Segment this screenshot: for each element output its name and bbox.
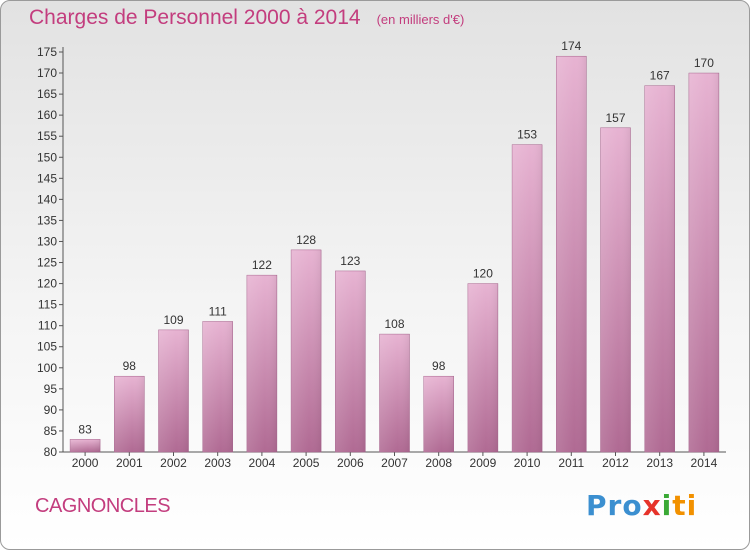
x-tick-label-2011: 2011 <box>558 456 584 470</box>
bar-shine-2005 <box>291 249 322 452</box>
chart-title-text: Charges de Personnel 2000 à 2014 <box>29 6 361 29</box>
y-tick-label: 95 <box>44 382 58 396</box>
data-label-2014: 170 <box>694 56 714 70</box>
logo-part-2: x <box>642 489 662 522</box>
y-tick-label: 100 <box>37 361 57 375</box>
proxiti-logo: Proxiti <box>586 489 697 522</box>
chart-subtitle: (en milliers d'€) <box>376 12 465 27</box>
chart-title: Charges de Personnel 2000 à 2014 (en mill… <box>29 6 464 30</box>
y-tick-label: 135 <box>37 213 57 227</box>
x-tick-label-2001: 2001 <box>116 456 143 470</box>
y-tick-label: 90 <box>44 403 58 417</box>
x-tick-label-2008: 2008 <box>425 456 452 470</box>
bar-shine-2007 <box>379 334 410 452</box>
bar-shine-2011 <box>556 56 587 453</box>
data-label-2000: 83 <box>78 422 92 436</box>
x-tick-label-2010: 2010 <box>514 456 541 470</box>
x-tick-label-2012: 2012 <box>602 456 629 470</box>
bar-shine-2014 <box>688 73 719 452</box>
data-label-2001: 98 <box>123 359 137 373</box>
data-label-2006: 123 <box>340 254 360 268</box>
data-label-2007: 108 <box>384 317 404 331</box>
y-tick-label: 105 <box>37 340 57 354</box>
bar-shine-2004 <box>246 275 277 452</box>
y-tick-label: 150 <box>37 150 57 164</box>
y-tick-label: 125 <box>37 256 57 270</box>
bar-shine-2006 <box>335 270 366 452</box>
x-tick-label-2003: 2003 <box>204 456 231 470</box>
x-tick-label-2000: 2000 <box>72 456 99 470</box>
data-label-2008: 98 <box>432 359 446 373</box>
logo-part-4: ti <box>672 489 698 522</box>
x-tick-label-2009: 2009 <box>470 456 497 470</box>
x-tick-label-2014: 2014 <box>691 456 718 470</box>
y-tick-label: 175 <box>37 45 57 59</box>
bar-shine-2009 <box>467 283 498 452</box>
data-label-2009: 120 <box>473 267 493 281</box>
y-tick-label: 155 <box>37 129 57 143</box>
y-tick-label: 115 <box>38 298 57 312</box>
data-label-2003: 111 <box>209 304 228 318</box>
data-label-2011: 174 <box>561 39 581 53</box>
data-label-2005: 128 <box>296 233 316 247</box>
x-tick-label-2007: 2007 <box>381 456 408 470</box>
bar-shine-2012 <box>600 127 631 452</box>
y-tick-label: 110 <box>38 319 57 333</box>
x-tick-label-2006: 2006 <box>337 456 364 470</box>
bar-shine-2000 <box>70 439 101 452</box>
logo-part-1: Pro <box>586 489 643 522</box>
y-tick-label: 170 <box>37 66 57 80</box>
x-tick-label-2004: 2004 <box>249 456 276 470</box>
y-tick-label: 145 <box>37 171 57 185</box>
data-label-2002: 109 <box>163 313 183 327</box>
y-tick-label: 130 <box>37 234 57 248</box>
y-tick-label: 85 <box>44 424 58 438</box>
logo-part-3: i <box>661 489 673 522</box>
commune-name: CAGNONCLES <box>35 495 171 517</box>
bar-shine-2002 <box>158 329 189 452</box>
data-label-2004: 122 <box>252 258 272 272</box>
y-tick-label: 120 <box>37 277 57 291</box>
y-tick-label: 165 <box>37 87 57 101</box>
bar-shine-2001 <box>114 376 145 452</box>
bar-shine-2010 <box>512 144 543 452</box>
bar-shine-2013 <box>644 85 675 453</box>
y-tick-label: 140 <box>37 192 57 206</box>
bar-shine-2003 <box>202 321 233 452</box>
x-tick-label-2002: 2002 <box>160 456 187 470</box>
x-tick-label-2005: 2005 <box>293 456 320 470</box>
data-label-2013: 167 <box>650 69 670 83</box>
bar-shine-2008 <box>423 376 454 452</box>
chart-bars <box>69 55 720 453</box>
chart-data-labels: 83 98 109 111 122 128 123 108 98 120 153 174 157 167 1… <box>78 39 714 436</box>
x-tick-label-2013: 2013 <box>646 456 673 470</box>
y-tick-label: 160 <box>37 108 57 122</box>
data-label-2012: 157 <box>605 111 625 125</box>
y-tick-label: 80 <box>44 445 58 459</box>
data-label-2010: 153 <box>517 128 537 142</box>
